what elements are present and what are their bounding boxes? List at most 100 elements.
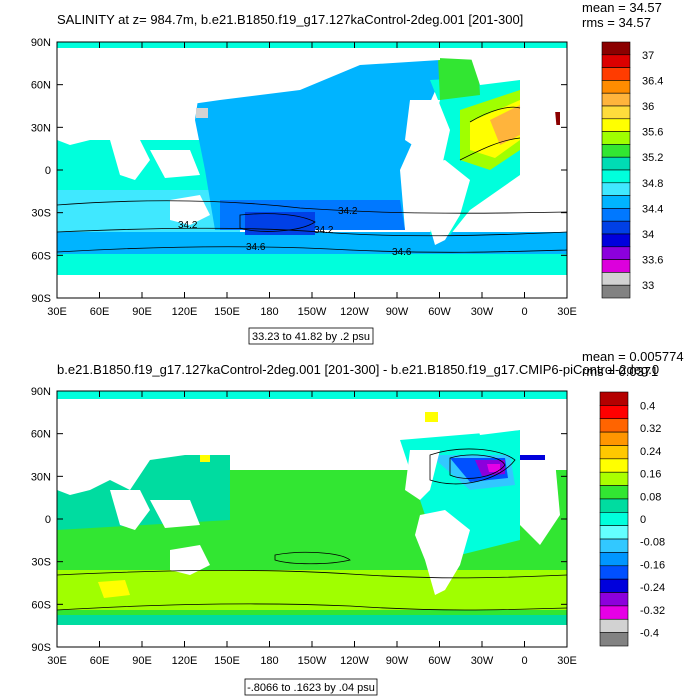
colorbar-swatch [601, 284, 631, 299]
x-tick-label: 30E [47, 655, 67, 667]
colorbar-label: 36.4 [642, 75, 663, 87]
colorbar-label: 0.4 [640, 400, 655, 412]
panel-2-contour-info-text: -.8066 to .1623 by .04 psu [247, 682, 375, 694]
colorbar-label: 35.2 [642, 152, 663, 164]
colorbar-swatch [599, 552, 629, 567]
colorbar-swatch [599, 458, 629, 473]
colorbar-swatch [599, 471, 629, 486]
panel-1-contour-label: 34.2 [314, 225, 334, 236]
panel-1-axes: 30E 60E 90E 120E 150E 180 150W 120W 90W 60W 30W 0 30… [31, 37, 577, 318]
panel-1-contour-label: 34.2 [338, 206, 358, 217]
colorbar-swatch [601, 144, 631, 158]
x-tick-label: 30E [47, 306, 67, 318]
colorbar-swatch [601, 80, 631, 94]
colorbar-swatch [599, 578, 629, 593]
colorbar-swatch [601, 169, 631, 184]
x-tick-label: 180 [260, 306, 278, 318]
y-tick-label: 90S [31, 293, 51, 305]
colorbar-swatch [601, 92, 631, 107]
colorbar-swatch [601, 182, 631, 196]
panel-1-colorbar: 37 36.4 36 35.6 35.2 34.8 34.4 34 33.6 33 [601, 41, 663, 299]
x-tick-label: 180 [260, 655, 278, 667]
panel-2-mean: mean = 0.005774 [582, 349, 684, 364]
y-tick-label: 30N [31, 122, 51, 134]
colorbar-label: 33 [642, 280, 654, 292]
y-tick-label: 30S [31, 557, 51, 569]
y-tick-label: 0 [45, 165, 51, 177]
x-tick-label: 60W [428, 655, 451, 667]
colorbar-swatch [601, 67, 631, 81]
x-tick-label: 90W [386, 306, 409, 318]
y-tick-label: 60N [31, 80, 51, 92]
x-tick-label: 150W [298, 306, 327, 318]
panel-1-rms: rms = 34.57 [582, 15, 651, 30]
panel-1-contours [57, 106, 567, 253]
colorbar-swatch [599, 618, 629, 633]
colorbar-swatch [601, 246, 631, 260]
colorbar-swatch [599, 592, 629, 607]
colorbar-label: -0.16 [640, 559, 665, 571]
colorbar-swatch [599, 405, 629, 420]
colorbar-label: 34.4 [642, 203, 663, 215]
colorbar-label: 33.6 [642, 255, 663, 267]
colorbar-label: 34.8 [642, 178, 663, 190]
colorbar-swatch [599, 605, 629, 620]
colorbar-swatch [601, 118, 631, 132]
panel-2-rms: rms = 0.0371 [582, 364, 658, 379]
x-tick-label: 30E [557, 306, 577, 318]
colorbar-swatch [601, 105, 631, 120]
colorbar-label: 0.24 [640, 446, 661, 458]
colorbar-swatch [601, 131, 631, 145]
colorbar-swatch [599, 431, 629, 446]
colorbar-label: 34 [642, 229, 654, 241]
x-tick-label: 90W [386, 655, 409, 667]
x-tick-label: 120W [340, 306, 369, 318]
panel-2-map [57, 391, 567, 647]
y-tick-label: 60N [31, 429, 51, 441]
panel-1-title: SALINITY at z= 984.7m, b.e21.B1850.f19_g… [57, 12, 523, 27]
panel-1-mean: mean = 34.57 [582, 0, 662, 15]
x-tick-label: 30E [557, 655, 577, 667]
panel-1-contour-label: 34.6 [246, 242, 266, 253]
x-tick-label: 0 [521, 306, 527, 318]
colorbar-swatch [599, 538, 629, 553]
colorbar-swatch [599, 525, 629, 540]
colorbar-label: 37 [642, 50, 654, 62]
x-tick-label: 150E [214, 306, 240, 318]
colorbar-label: 0.16 [640, 469, 661, 481]
y-tick-label: 30S [31, 208, 51, 220]
x-tick-label: 30W [471, 306, 494, 318]
x-tick-label: 120E [172, 306, 198, 318]
x-tick-label: 30W [471, 655, 494, 667]
panel-1-land [57, 50, 567, 298]
colorbar-swatch [601, 195, 631, 209]
panel-2-contours [57, 448, 567, 611]
y-tick-label: 30N [31, 471, 51, 483]
panel-2-colorbar: 0.4 0.32 0.24 0.16 0.08 0 -0.08 -0.16 -0.24 -0.32… [599, 391, 665, 647]
colorbar-label: -0.32 [640, 605, 665, 617]
colorbar-swatch [599, 485, 629, 500]
colorbar-swatch [601, 259, 631, 273]
colorbar-label: -0.24 [640, 582, 665, 594]
colorbar-label: 35.6 [642, 127, 663, 139]
colorbar-swatch [601, 156, 631, 171]
x-tick-label: 90E [132, 306, 152, 318]
colorbar-swatch [599, 632, 629, 647]
y-tick-label: 60S [31, 599, 51, 611]
colorbar-swatch [601, 220, 631, 235]
panel-1: SALINITY at z= 984.7m, b.e21.B1850.f19_g… [31, 0, 663, 345]
colorbar-swatch [599, 565, 629, 580]
y-tick-label: 90S [31, 642, 51, 654]
colorbar-label: -0.08 [640, 537, 665, 549]
panel-1-map: 34.2 34.2 34.2 34.6 34.6 [57, 42, 567, 298]
x-tick-label: 120E [172, 655, 198, 667]
x-tick-label: 90E [132, 655, 152, 667]
x-tick-label: 0 [521, 655, 527, 667]
colorbar-label: 0.32 [640, 423, 661, 435]
panel-1-contour-info-text: 33.23 to 41.82 by .2 psu [252, 331, 370, 343]
x-tick-label: 60E [90, 306, 110, 318]
panel-2-contour-info: -.8066 to .1623 by .04 psu [244, 678, 378, 696]
y-tick-label: 60S [31, 250, 51, 262]
colorbar-swatch [599, 391, 629, 406]
